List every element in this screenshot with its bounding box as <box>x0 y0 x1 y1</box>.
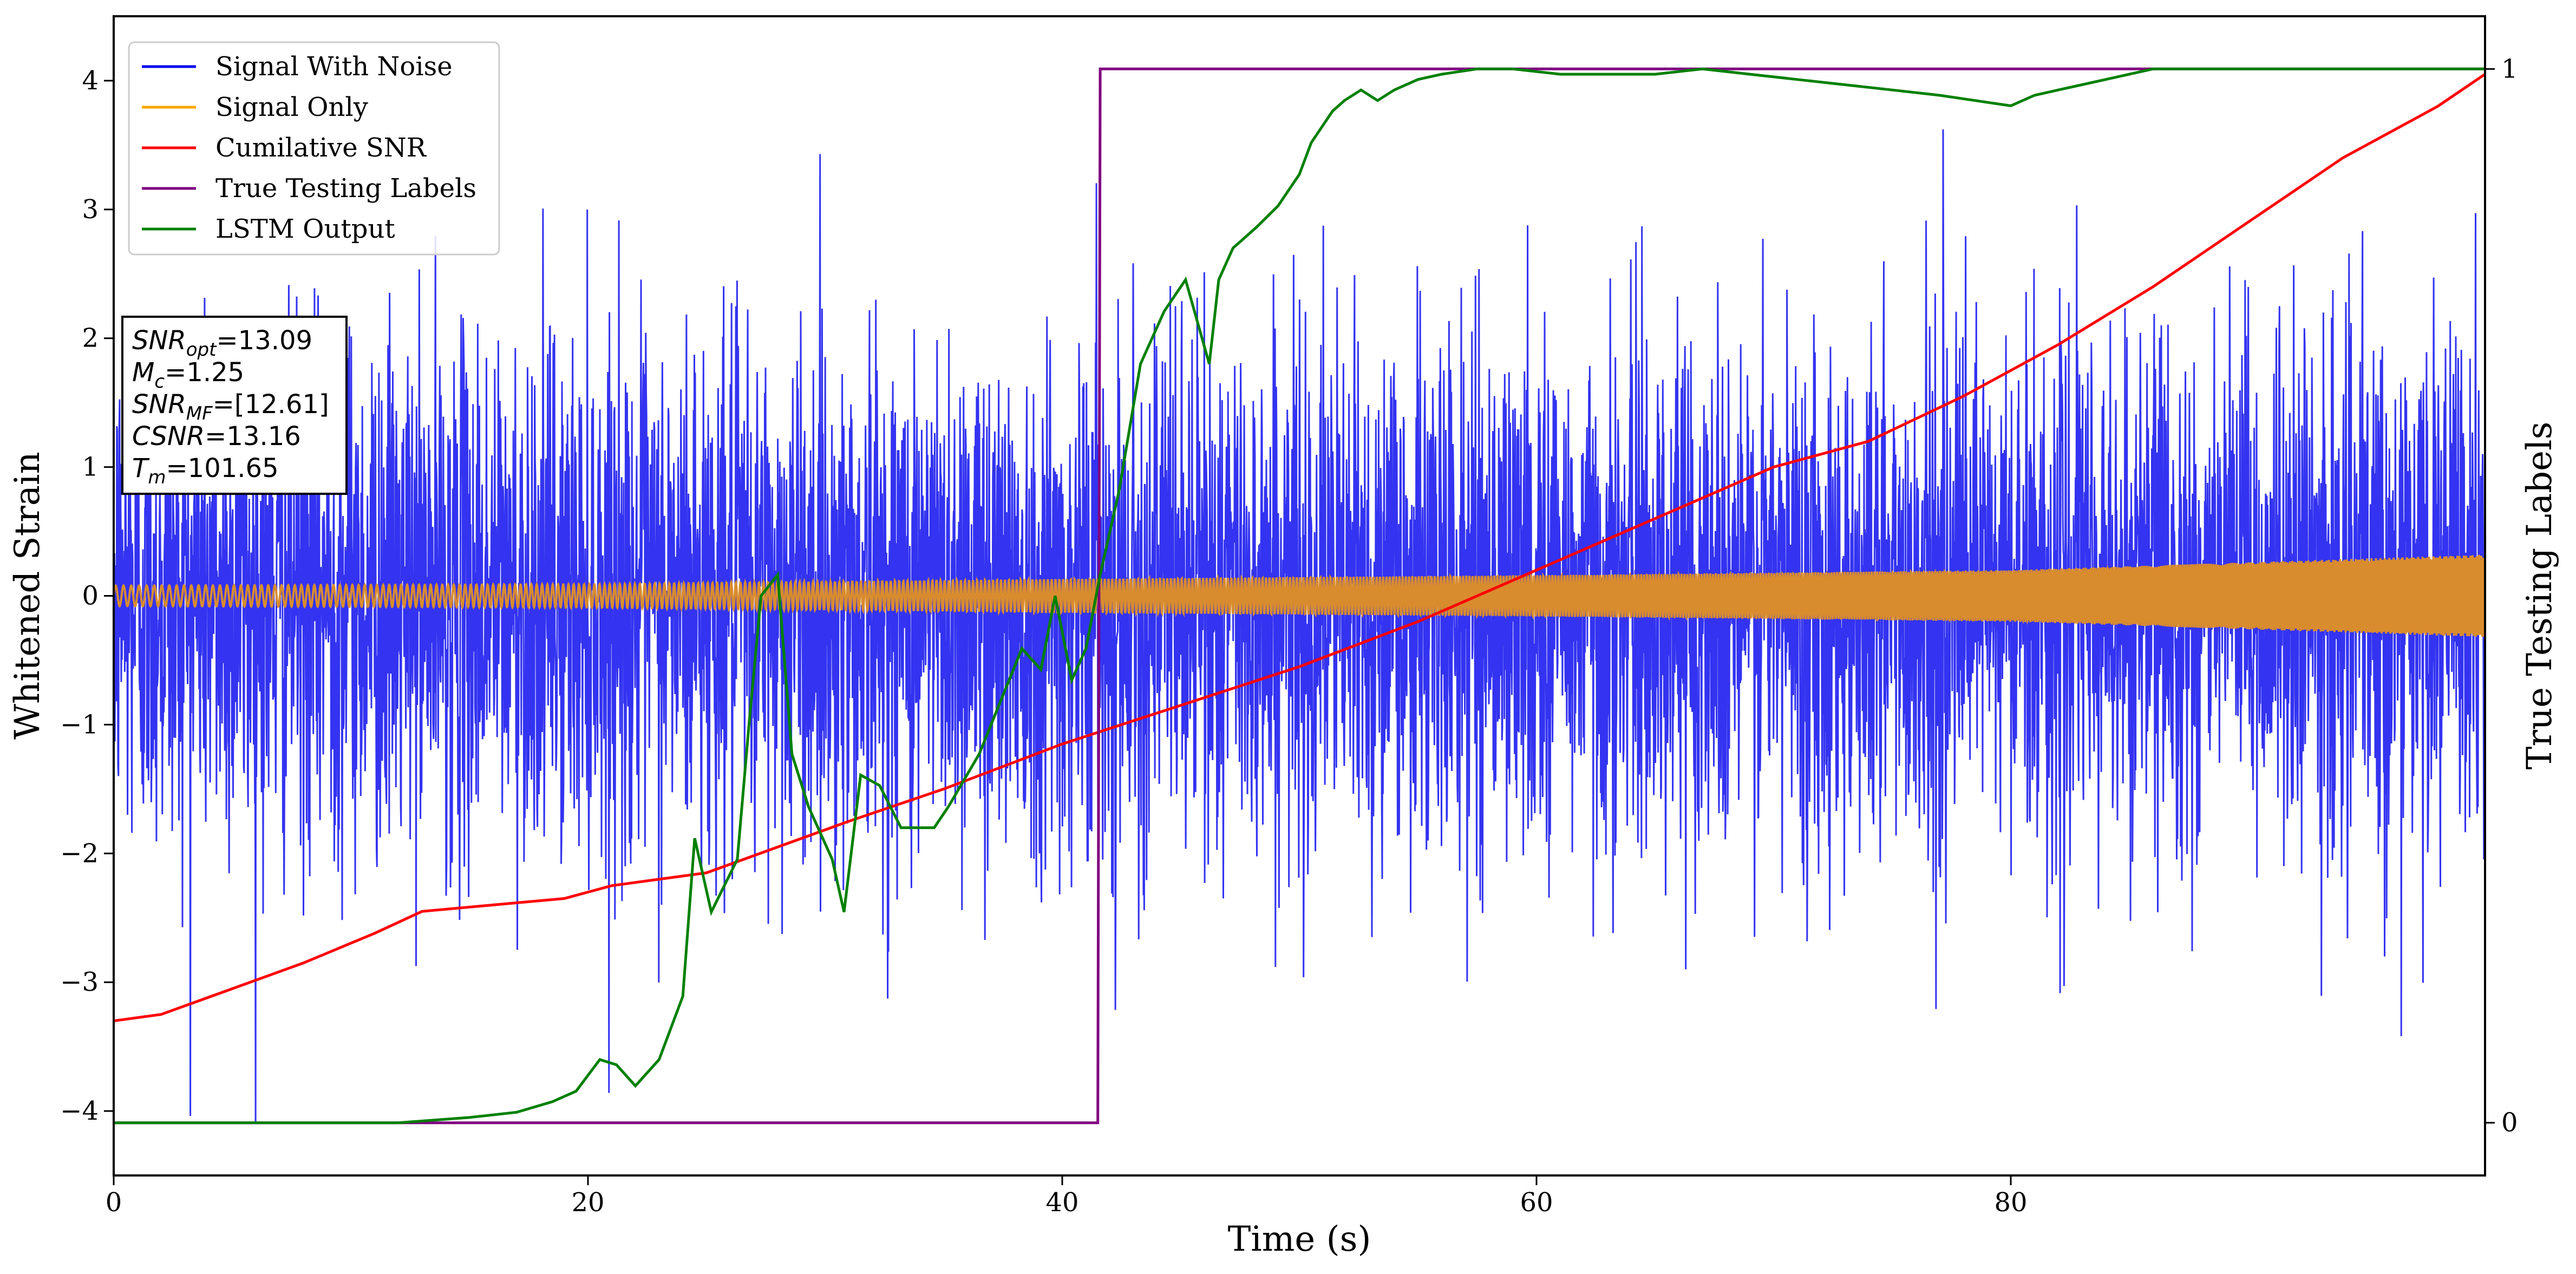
y-tick-label: 3 <box>82 194 99 225</box>
annotation-symbol: T <box>132 453 150 484</box>
annotation-value: =13.16 <box>205 421 301 452</box>
legend: Signal With Noise Signal Only Cumilative S… <box>128 41 500 256</box>
y-tick-label: −3 <box>60 967 99 997</box>
y-tick-label: −2 <box>60 838 99 868</box>
y-axis-ticks: −4 −3 −2 −1 0 1 2 3 4 <box>60 66 114 1126</box>
y2-tick-label: 0 <box>2501 1108 2518 1138</box>
x-tick-label: 40 <box>1045 1187 1078 1218</box>
annotation-subscript: opt <box>186 339 217 361</box>
legend-item-label: LSTM Output <box>215 214 395 244</box>
y-tick-label: −4 <box>60 1096 99 1126</box>
y-tick-label: 4 <box>82 66 99 96</box>
x-tick-label: 0 <box>106 1187 122 1218</box>
annotation-box-frame <box>121 316 348 495</box>
y2-tick-label: 1 <box>2501 54 2518 84</box>
annotation-line: SNRMF=[12.61] <box>132 389 329 424</box>
annotation-line: Tm=101.65 <box>132 453 279 488</box>
legend-box <box>128 41 500 256</box>
annotation-symbol: SNR <box>132 389 186 420</box>
x-tick-label: 20 <box>571 1187 604 1218</box>
series-signal-only <box>114 554 2485 637</box>
plot-area <box>114 67 2485 1125</box>
annotation-value: =1.25 <box>165 357 244 388</box>
series-true-testing-labels <box>114 67 2485 1125</box>
x-tick-label: 60 <box>1520 1187 1553 1218</box>
y-tick-label: 1 <box>82 452 99 482</box>
y2-axis-ticks: 01 <box>2485 54 2518 1138</box>
annotation-line: SNRopt=13.09 <box>132 325 312 361</box>
y-tick-label: 0 <box>82 581 99 611</box>
x-axis-label: Time (s) <box>1228 1219 1371 1259</box>
annotation-value: =101.65 <box>166 453 278 484</box>
legend-item-label: Cumilative SNR <box>215 133 427 163</box>
stats-annotation-box: SNRopt=13.09Mc=1.25SNRMF=[12.61]CSNR=13.… <box>121 316 348 495</box>
legend-item-label: Signal Only <box>215 92 368 122</box>
annotation-subscript: MF <box>186 403 213 424</box>
annotation-line: Mc=1.25 <box>132 357 244 393</box>
annotation-subscript: m <box>148 467 166 488</box>
series-lstm-output <box>114 67 2485 1125</box>
annotation-symbol: SNR <box>132 325 186 356</box>
y2-axis-label: True Testing Labels <box>2520 422 2560 770</box>
annotation-symbol: CSNR <box>132 421 205 452</box>
annotation-subscript: c <box>154 371 165 393</box>
annotation-symbol: M <box>132 357 154 388</box>
series-signal-with-noise <box>114 129 2485 1124</box>
y-tick-label: 2 <box>82 323 99 354</box>
x-axis-ticks: 0 20 40 60 80 <box>106 1175 2028 1218</box>
legend-item-label: Signal With Noise <box>215 51 453 82</box>
y-axis-label: Whitened Strain <box>8 452 48 739</box>
legend-item-label: True Testing Labels <box>215 173 476 204</box>
annotation-value: =13.09 <box>216 325 312 356</box>
annotation-value: =[12.61] <box>213 389 329 420</box>
y-tick-label: −1 <box>60 709 99 740</box>
series-cumulative-snr <box>114 73 2485 1022</box>
x-tick-label: 80 <box>1994 1187 2027 1218</box>
annotation-line: CSNR=13.16 <box>132 421 301 452</box>
